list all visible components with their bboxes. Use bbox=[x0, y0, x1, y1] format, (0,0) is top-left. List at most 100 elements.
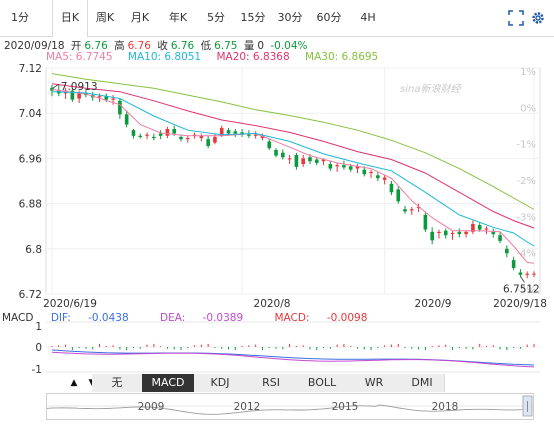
candle-body bbox=[219, 127, 224, 136]
tab-6[interactable]: 15分 bbox=[240, 11, 266, 24]
candle-body bbox=[416, 206, 421, 209]
ma-line-ma5 bbox=[51, 89, 535, 264]
candle-body bbox=[511, 260, 516, 269]
candle-body bbox=[192, 134, 197, 136]
navigator-chart: 2009 2012 2015 2018 bbox=[46, 395, 533, 417]
candle-body bbox=[213, 136, 217, 143]
period-tab-bar: 1分 日K 周K 月K 年K 5分 15分 30分 60分 4H bbox=[0, 0, 554, 37]
indicator-tab-4[interactable]: BOLL bbox=[296, 374, 349, 392]
pct-tick-label: 1% bbox=[520, 67, 536, 78]
tab-3[interactable]: 月K bbox=[130, 11, 150, 24]
ma10-label: MA10: 6.8051 bbox=[127, 51, 202, 63]
pct-tick-label: -4% bbox=[517, 249, 536, 260]
candle-body bbox=[253, 134, 258, 136]
tab-8[interactable]: 60分 bbox=[316, 11, 342, 24]
tab-1[interactable]: 日K bbox=[52, 0, 88, 37]
x-tick-label: 2020/9 bbox=[415, 298, 452, 310]
macd-item: MACD: -0.0098 bbox=[274, 312, 381, 324]
nav-year-label: 2015 bbox=[332, 401, 359, 413]
candle-body bbox=[437, 231, 441, 233]
candle-body bbox=[314, 159, 319, 163]
macd-y-tick: -1 bbox=[32, 364, 42, 374]
ma-line-ma30 bbox=[51, 73, 535, 210]
candle-body bbox=[518, 272, 523, 275]
indicator-tab-3[interactable]: RSI bbox=[246, 374, 297, 392]
info-high: 6.76 bbox=[127, 40, 151, 52]
range-navigator[interactable]: 2009 2012 2015 2018 bbox=[46, 393, 534, 420]
candle-body bbox=[423, 214, 428, 230]
candle-body bbox=[328, 164, 333, 169]
candle-body bbox=[382, 177, 387, 180]
plot-frame bbox=[45, 67, 541, 295]
tab-2[interactable]: 周K bbox=[95, 11, 115, 24]
tab-7[interactable]: 30分 bbox=[277, 11, 303, 24]
candle-body bbox=[281, 152, 285, 158]
ma30-label: MA30: 6.8695 bbox=[305, 51, 379, 63]
candle-body bbox=[152, 136, 156, 139]
candle-body bbox=[97, 96, 102, 98]
ma-line-ma20 bbox=[51, 83, 535, 229]
ma-line-ma10 bbox=[51, 91, 535, 247]
candle-body bbox=[247, 134, 251, 136]
candle-body bbox=[532, 273, 536, 275]
candle-body bbox=[301, 158, 305, 165]
candle-body bbox=[525, 273, 530, 275]
candle-body bbox=[430, 231, 434, 241]
tab-0[interactable]: 1分 bbox=[11, 11, 29, 24]
ma5-label: MA5: 6.7745 bbox=[46, 51, 113, 63]
candle-body bbox=[240, 132, 244, 135]
tab-4[interactable]: 年K bbox=[168, 11, 188, 24]
candle-body bbox=[376, 175, 380, 179]
candle-body bbox=[124, 114, 129, 125]
tab-9[interactable]: 4H bbox=[360, 11, 376, 24]
candle-body bbox=[172, 129, 176, 134]
scroll-down-icon[interactable]: ▼ bbox=[84, 374, 100, 392]
candle-body bbox=[369, 171, 373, 174]
candle-body bbox=[471, 223, 475, 232]
indicator-tab-0[interactable]: 无 bbox=[92, 374, 143, 392]
candle-body bbox=[335, 165, 339, 167]
indicator-tab-6[interactable]: DMI bbox=[400, 374, 445, 392]
info-date: 2020/09/18 bbox=[4, 40, 65, 52]
fullscreen-icon[interactable] bbox=[508, 10, 524, 26]
indicator-tab-5[interactable]: WR bbox=[348, 374, 401, 392]
candle-body bbox=[348, 166, 353, 170]
candle-body bbox=[491, 231, 496, 235]
indicator-tab-1[interactable]: MACD bbox=[142, 374, 195, 392]
info-open: 6.76 bbox=[84, 40, 108, 52]
nav-year-label: 2018 bbox=[432, 401, 459, 413]
nav-year-label: 2009 bbox=[138, 401, 165, 413]
candle-body bbox=[199, 135, 204, 139]
pct-tick-label: -2% bbox=[517, 176, 536, 187]
y-tick-label: 7.04 bbox=[19, 108, 43, 120]
dea-item: DEA: -0.0389 bbox=[160, 312, 257, 324]
candle-body bbox=[260, 135, 265, 139]
candle-body bbox=[355, 166, 360, 169]
gear-icon[interactable] bbox=[530, 10, 546, 26]
candle-body bbox=[138, 135, 143, 137]
min-label: 6.7512 bbox=[503, 283, 540, 295]
dea-label: DEA: bbox=[160, 312, 186, 324]
max-label: 7.0913 bbox=[61, 81, 98, 93]
candle-body bbox=[477, 225, 482, 230]
nav-year-label: 2012 bbox=[234, 401, 261, 413]
candle-body bbox=[179, 136, 183, 140]
dif-label: DIF: bbox=[50, 312, 71, 324]
candle-body bbox=[505, 248, 509, 254]
candle-body bbox=[131, 130, 136, 136]
ma-legend: MA5: 6.7745 MA10: 6.8051 MA20: 6.8368 MA… bbox=[46, 51, 390, 63]
candle-body bbox=[158, 133, 163, 136]
candle-body bbox=[77, 92, 81, 99]
candle-body bbox=[226, 130, 231, 134]
dea-value: -0.0389 bbox=[202, 312, 244, 324]
macd-value: -0.0098 bbox=[326, 312, 368, 324]
ma20-label: MA20: 6.8368 bbox=[216, 51, 290, 63]
candle-body bbox=[498, 235, 502, 241]
indicator-tab-2[interactable]: KDJ bbox=[194, 374, 247, 392]
tab-5[interactable]: 5分 bbox=[207, 11, 225, 24]
x-tick-label: 2020/8 bbox=[254, 298, 291, 310]
scroll-up-icon[interactable]: ▲ bbox=[70, 378, 78, 388]
pct-tick-label: -5% bbox=[517, 285, 536, 296]
info-close: 6.76 bbox=[170, 40, 195, 52]
candle-body bbox=[165, 129, 170, 136]
